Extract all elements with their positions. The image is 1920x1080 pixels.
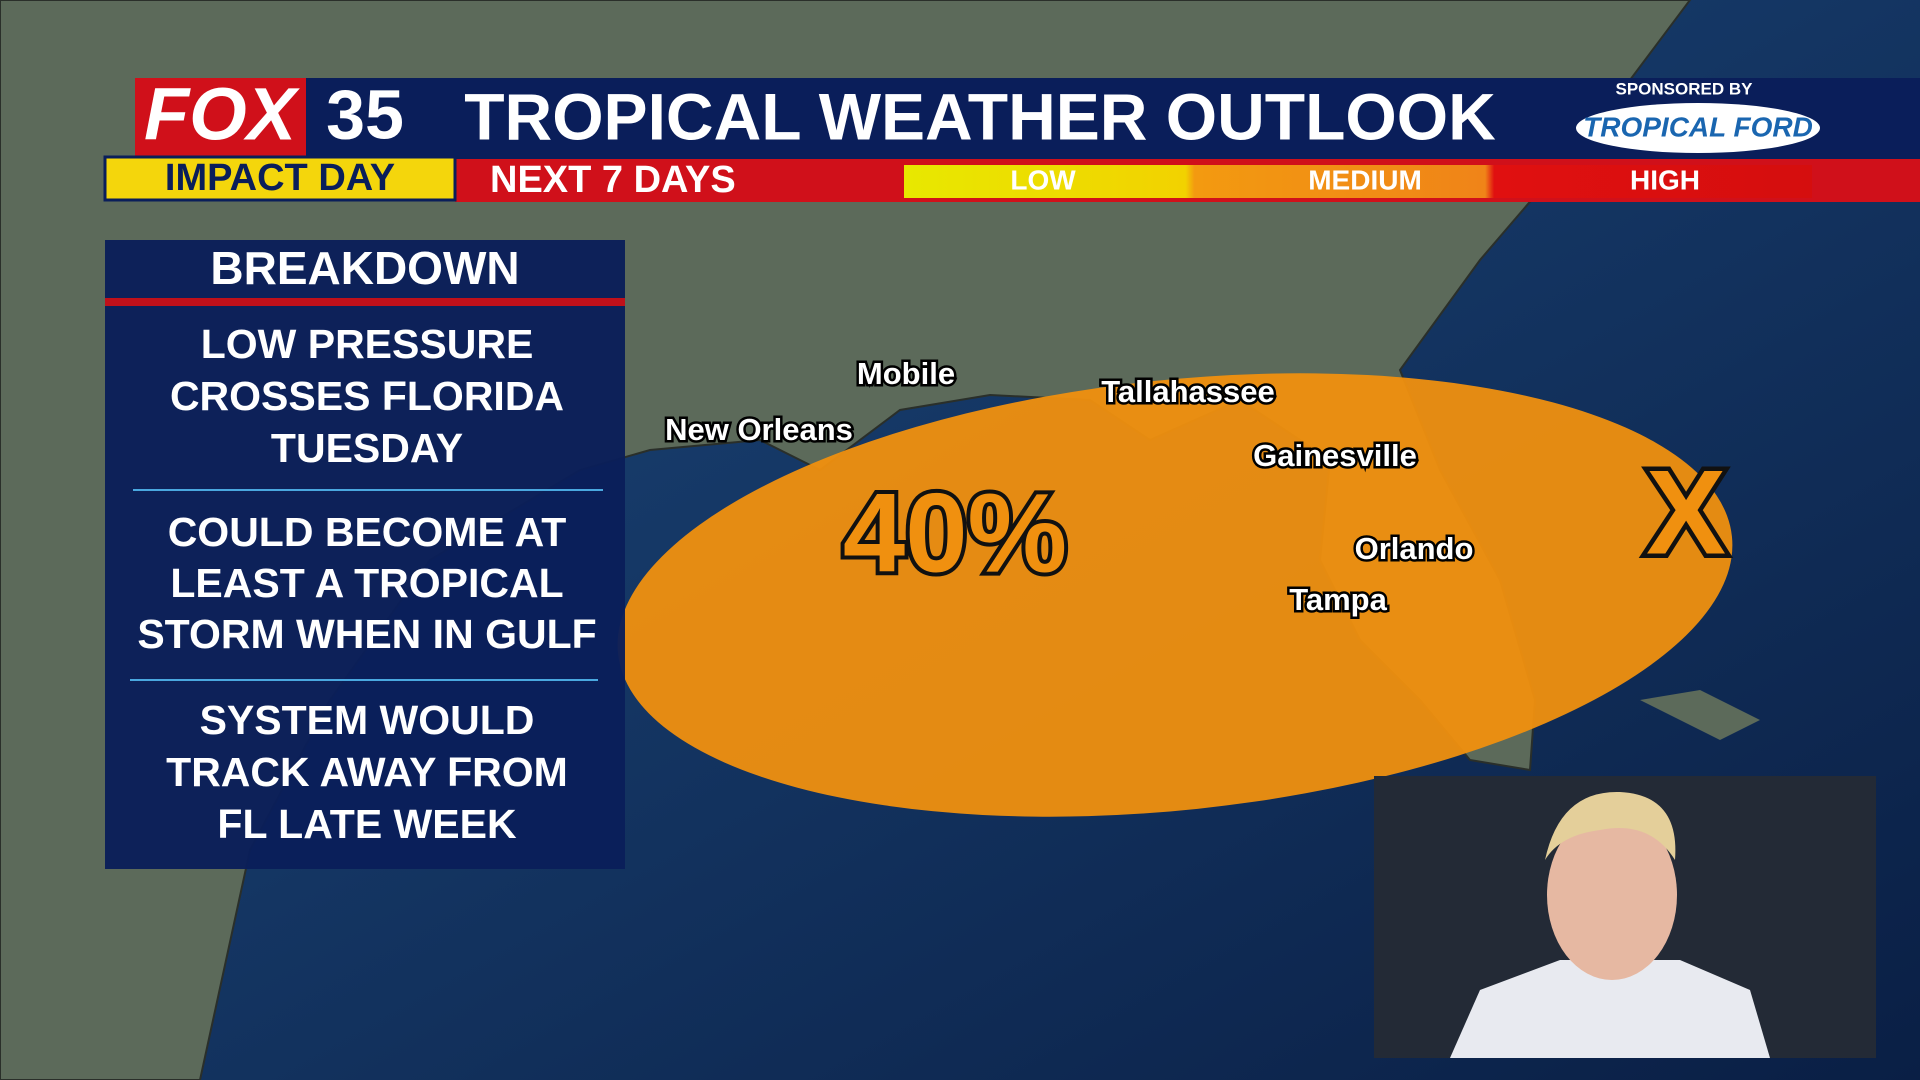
breakdown-line: FL LATE WEEK bbox=[217, 801, 517, 847]
sponsor-label: SPONSORED BY bbox=[1616, 79, 1754, 98]
brand-box bbox=[103, 155, 457, 202]
breakdown-line: STORM WHEN IN GULF bbox=[137, 611, 596, 657]
legend-bar bbox=[904, 165, 1812, 198]
breakdown-line: TRACK AWAY FROM bbox=[166, 749, 568, 795]
city-label: Orlando bbox=[1355, 531, 1474, 566]
presenter-shirt bbox=[1450, 960, 1770, 1058]
breakdown-items: LOW PRESSURE CROSSES FLORIDA TUESDAY COULD … bbox=[137, 321, 596, 847]
city-label: New Orleans bbox=[665, 412, 853, 447]
sponsor-badge bbox=[1576, 103, 1820, 153]
city-label: Mobile bbox=[857, 356, 955, 391]
breakdown-line: LEAST A TROPICAL bbox=[170, 560, 563, 606]
timeframe: NEXT 7 DAYS bbox=[490, 159, 736, 201]
breakdown-line: CROSSES FLORIDA bbox=[170, 373, 564, 419]
title: TROPICAL WEATHER OUTLOOK bbox=[464, 79, 1496, 153]
legend-high: HIGH bbox=[1630, 164, 1700, 195]
presenter-face bbox=[1547, 810, 1677, 980]
island bbox=[1640, 690, 1760, 740]
sponsor: TROPICAL FORD bbox=[1583, 111, 1813, 142]
breakdown-line: SYSTEM WOULD bbox=[200, 697, 535, 743]
breakdown-panel bbox=[105, 240, 625, 869]
legend-low: LOW bbox=[1010, 164, 1076, 195]
breakdown-title: BREAKDOWN bbox=[210, 242, 519, 294]
breakdown-line: COULD BECOME AT bbox=[168, 509, 567, 555]
breakdown-line: LOW PRESSURE bbox=[201, 321, 534, 367]
breakdown-rule bbox=[105, 298, 625, 306]
probability: 40% bbox=[843, 471, 1067, 596]
logo: FOX bbox=[144, 73, 301, 156]
center-marker: X bbox=[1646, 446, 1726, 580]
breakdown-line: TUESDAY bbox=[271, 425, 463, 471]
city-label: Tampa bbox=[1289, 582, 1387, 617]
channel: 35 bbox=[326, 75, 404, 153]
presenter-hair bbox=[1545, 791, 1676, 860]
city-label: Tallahassee bbox=[1101, 374, 1274, 409]
city-label: Gainesville bbox=[1253, 438, 1417, 473]
brand: IMPACT DAY bbox=[165, 157, 395, 199]
legend-medium: MEDIUM bbox=[1308, 164, 1422, 195]
logo-box bbox=[135, 78, 306, 157]
outlook-area bbox=[617, 373, 1733, 817]
